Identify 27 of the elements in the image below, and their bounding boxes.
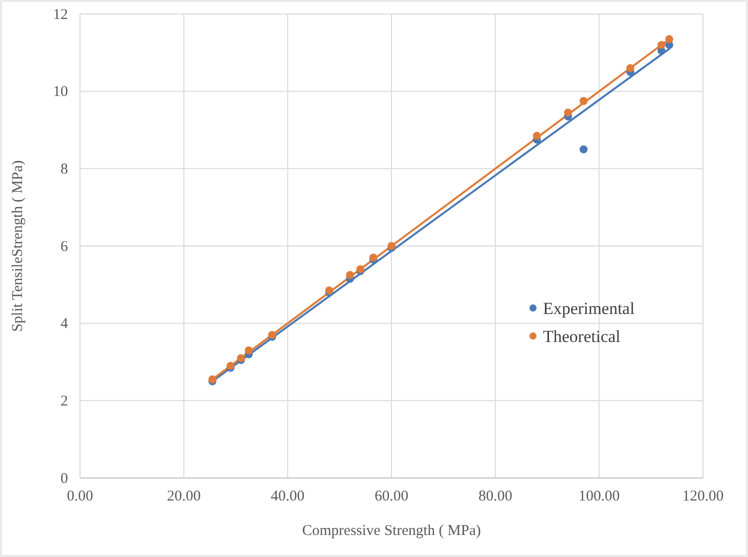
y-tick-label: 8 bbox=[60, 161, 68, 178]
x-tick-label: 100.00 bbox=[578, 488, 620, 505]
y-axis-title: Split TensileStrength ( MPa) bbox=[10, 160, 26, 332]
y-tick-label: 2 bbox=[60, 393, 68, 410]
legend-label: Experimental bbox=[543, 299, 635, 318]
x-axis-title: Compressive Strength ( MPa) bbox=[302, 523, 481, 539]
point bbox=[244, 346, 253, 354]
x-tick-label: 20.00 bbox=[166, 488, 201, 505]
point bbox=[665, 35, 674, 44]
point bbox=[657, 40, 666, 49]
x-tick-label: 40.00 bbox=[270, 488, 305, 505]
x-tick-label: 0.00 bbox=[66, 488, 94, 505]
x-tick-label: 60.00 bbox=[374, 488, 408, 505]
y-tick-label: 6 bbox=[60, 238, 68, 255]
y-tick-label: 10 bbox=[53, 84, 68, 100]
point bbox=[532, 132, 541, 140]
point bbox=[580, 145, 588, 154]
x-tick-label: 80.00 bbox=[478, 488, 512, 505]
y-tick-label: 0 bbox=[60, 470, 68, 487]
legend-label: Theoretical bbox=[543, 327, 621, 346]
point bbox=[564, 108, 572, 117]
y-tick-label: 4 bbox=[60, 316, 68, 332]
point bbox=[626, 64, 634, 72]
point bbox=[346, 271, 354, 279]
point bbox=[580, 97, 588, 105]
x-tick-label: 120.00 bbox=[682, 488, 724, 505]
y-tick-label: 12 bbox=[53, 6, 68, 23]
